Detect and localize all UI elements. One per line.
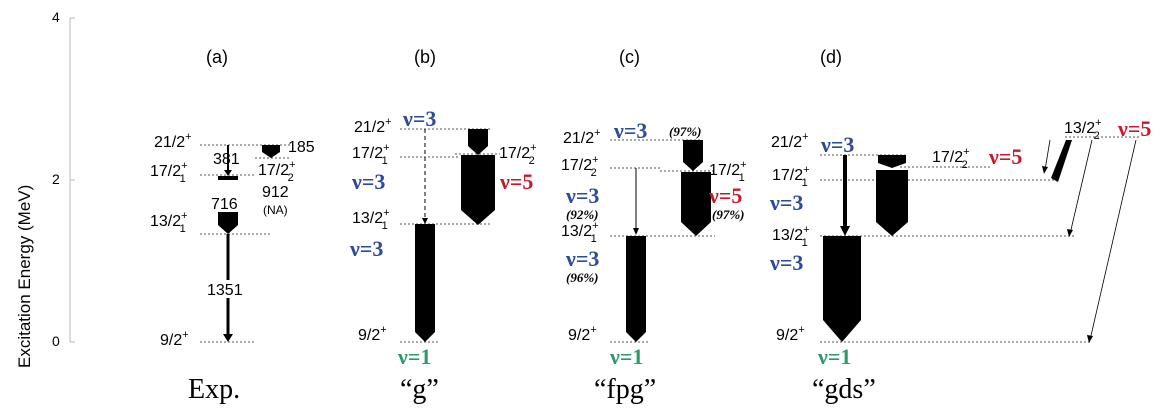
- panel-b-seniority-21: ν=3: [402, 106, 436, 131]
- energy-axis: 4 2 0 Excitation Energy (MeV): [15, 9, 75, 368]
- energy-1351: 1351: [207, 282, 243, 299]
- panel-b-label: (b): [414, 47, 436, 67]
- panel-c-seniority-17-1: ν=5: [708, 183, 742, 208]
- panel-c-seniority-9: ν=1: [609, 344, 643, 369]
- panel-d-seniority-9: ν=1: [817, 344, 851, 369]
- panel-d-caption: “gds”: [812, 374, 876, 405]
- transition-d-21-to-17-2: [878, 155, 906, 168]
- svg-text:9/2+: 9/2+: [568, 324, 597, 344]
- transition-b-17-2-to-13: [461, 155, 495, 225]
- svg-text:21/2+: 21/2+: [154, 131, 192, 151]
- panel-b-seniority-17-1: ν=3: [351, 169, 385, 194]
- panel-a-level-9: 9/2: [160, 332, 182, 349]
- panel-c-seniority-17-2: ν=3: [565, 183, 599, 208]
- svg-text:9/2+: 9/2+: [358, 324, 387, 344]
- panel-a-exp: (a) 21/2+ 17/2+ 1 17/2+ 2 13/2+ 1 9/2+ 381 …: [150, 47, 315, 405]
- panel-d-seniority-17-1: ν=3: [769, 190, 803, 215]
- transition-d-13-2-to-17-1: [1051, 140, 1072, 182]
- panel-a-level-21: 21/2: [154, 134, 185, 151]
- y-tick-2: 2: [52, 171, 60, 187]
- panel-d-seniority-13-2: ν=5: [1117, 116, 1151, 141]
- energy-912-note: (NA): [263, 203, 288, 217]
- svg-text:21/2+: 21/2+: [771, 131, 809, 151]
- svg-text:17/2+1: 17/2+ 1: [772, 164, 810, 189]
- panel-c-pct-17-2: (92%): [566, 207, 599, 222]
- panel-c-seniority-13-1: ν=3: [565, 246, 599, 271]
- svg-text:13/2+1: 13/2+ 1: [150, 210, 188, 235]
- energy-381: 381: [213, 151, 240, 168]
- svg-text:17/2+1: 17/2+ 1: [709, 159, 747, 184]
- panel-d-seniority-13-1: ν=3: [769, 250, 803, 275]
- y-axis-label: Excitation Energy (MeV): [15, 185, 34, 368]
- panel-b-seniority-13-1: ν=3: [349, 236, 383, 261]
- transition-c-17-1-to-13: [681, 172, 711, 236]
- panel-b-seniority-17-2: ν=5: [499, 169, 533, 194]
- svg-text:17/2+2: 17/2+ 2: [932, 146, 970, 171]
- svg-text:17/2+1: 17/2+ 1: [150, 160, 188, 185]
- panel-a-caption: Exp.: [188, 374, 240, 405]
- panel-a-label: (a): [206, 47, 228, 67]
- panel-c-seniority-21: ν=3: [613, 118, 647, 143]
- svg-text:17/2+2: 17/2+ 2: [258, 159, 296, 184]
- panel-a-level-13-1: 13/2: [150, 213, 181, 230]
- energy-185: 185: [288, 139, 315, 156]
- transition-c-21-to-17-1: [683, 140, 703, 171]
- panel-b-seniority-9: ν=1: [397, 344, 431, 369]
- svg-text:9/2+: 9/2+: [160, 329, 189, 349]
- panel-c-label: (c): [619, 47, 640, 67]
- transition-c-13-to-9: [626, 236, 646, 342]
- svg-text:17/2+1: 17/2+ 1: [352, 142, 390, 167]
- transition-b-21-to-17-2: [468, 129, 488, 155]
- panel-a-level-17-2: 17/2: [258, 162, 289, 179]
- panel-c-fpg: (c) 21/2+ ν=3 (97%) 17/2+ 2 ν=3 (92%) 17/…: [561, 47, 747, 405]
- svg-text:17/2+2: 17/2+ 2: [499, 142, 537, 167]
- svg-text:13/2+1: 13/2+ 1: [772, 224, 810, 249]
- energy-912: 912: [262, 184, 289, 201]
- transition-d-17-2-to-13: [876, 170, 908, 236]
- svg-text:13/2+2: 13/2+ 2: [1064, 117, 1102, 142]
- panel-c-caption: “fpg”: [594, 374, 656, 405]
- panel-d-seniority-17-2: ν=5: [988, 144, 1022, 169]
- svg-text:9/2+: 9/2+: [776, 324, 805, 344]
- panel-b-g: (b) 21/2+ ν=3 17/2+ 1 ν=3 17/2+ 2 ν=5 13/2…: [349, 47, 537, 405]
- y-tick-0: 0: [52, 333, 60, 349]
- svg-text:21/2+: 21/2+: [563, 127, 601, 147]
- svg-text:17/2+2: 17/2+ 2: [561, 154, 599, 179]
- y-tick-4: 4: [52, 9, 60, 25]
- panel-b-caption: “g”: [400, 374, 439, 405]
- panel-d-seniority-21: ν=3: [820, 132, 854, 157]
- svg-text:13/2+1: 13/2+ 1: [352, 207, 390, 232]
- panel-c-pct-17-1: (97%): [712, 207, 745, 222]
- transition-185-arrow: [262, 145, 280, 158]
- transition-b-13-to-9: [415, 224, 435, 342]
- svg-text:21/2+: 21/2+: [354, 116, 392, 136]
- svg-text:13/2+1: 13/2+ 1: [561, 220, 599, 245]
- transition-716-arrow: [218, 212, 238, 234]
- energy-716: 716: [211, 196, 238, 213]
- panel-a-level-17-1: 17/2: [150, 163, 181, 180]
- panel-c-pct-13-1: (96%): [566, 270, 599, 285]
- panel-d-label: (d): [820, 47, 842, 67]
- transition-d-13-to-9: [823, 236, 861, 342]
- panel-c-pct-21: (97%): [669, 124, 702, 139]
- panel-d-gds: (d) 21/2+ ν=3 17/2+ 1 ν=3 13/2+ 1 ν=3 9/2+…: [769, 47, 1151, 405]
